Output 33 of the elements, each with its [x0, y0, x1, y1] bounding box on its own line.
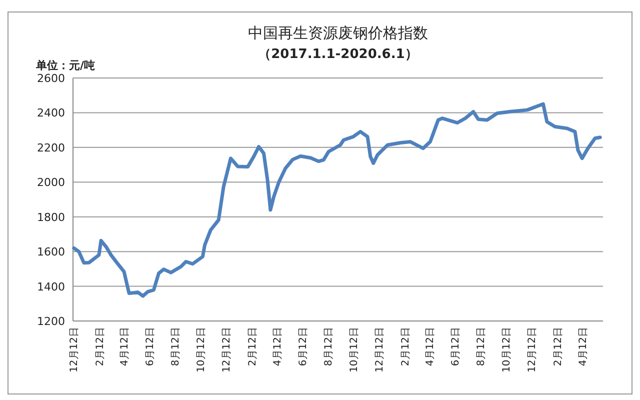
x-tick-label: 2月12日 [248, 327, 259, 366]
x-tick-label: 10月12日 [348, 327, 360, 372]
x-tick-label: 8月12日 [170, 327, 182, 366]
x-tick-label: 6月12日 [450, 327, 462, 366]
x-tick-label: 8月12日 [323, 327, 334, 366]
x-tick-label: 12月12日 [527, 327, 538, 372]
x-tick-label: 8月12日 [476, 327, 488, 366]
y-tick-label: 2000 [37, 176, 65, 190]
x-tick-label: 2月12日 [94, 327, 106, 366]
x-tick-label: 10月12日 [196, 327, 208, 372]
x-tick-label: 6月12日 [298, 327, 309, 366]
x-tick-label: 4月12日 [578, 327, 590, 366]
x-tick-label: 4月12日 [272, 327, 284, 366]
y-tick-label: 2400 [37, 106, 65, 120]
x-tick-label: 10月12日 [502, 327, 513, 372]
chart-subtitle: （2017.1.1-2020.6.1） [258, 47, 418, 62]
x-tick-label: 12月12日 [222, 327, 233, 372]
x-tick-label: 12月12日 [69, 327, 80, 372]
y-tick-label: 2200 [37, 141, 65, 154]
x-tick-label: 2月12日 [400, 327, 412, 366]
x-tick-label: 6月12日 [145, 327, 156, 366]
y-tick-label: 1400 [37, 280, 65, 294]
y-axis-title: 单位：元/吨 [35, 59, 96, 72]
chart-title: 中国再生资源废钢价格指数 [248, 24, 428, 42]
y-tick-label: 1800 [37, 210, 65, 224]
line-series [72, 102, 602, 298]
x-tick-label: 12月12日 [374, 327, 386, 372]
x-tick-label: 2月12日 [552, 327, 564, 366]
y-tick-label: 2600 [37, 72, 65, 85]
y-tick-label: 1200 [37, 315, 65, 328]
y-tick-label: 1600 [37, 246, 65, 259]
x-tick-label: 4月12日 [120, 327, 131, 366]
x-tick-label: 4月12日 [424, 327, 436, 366]
